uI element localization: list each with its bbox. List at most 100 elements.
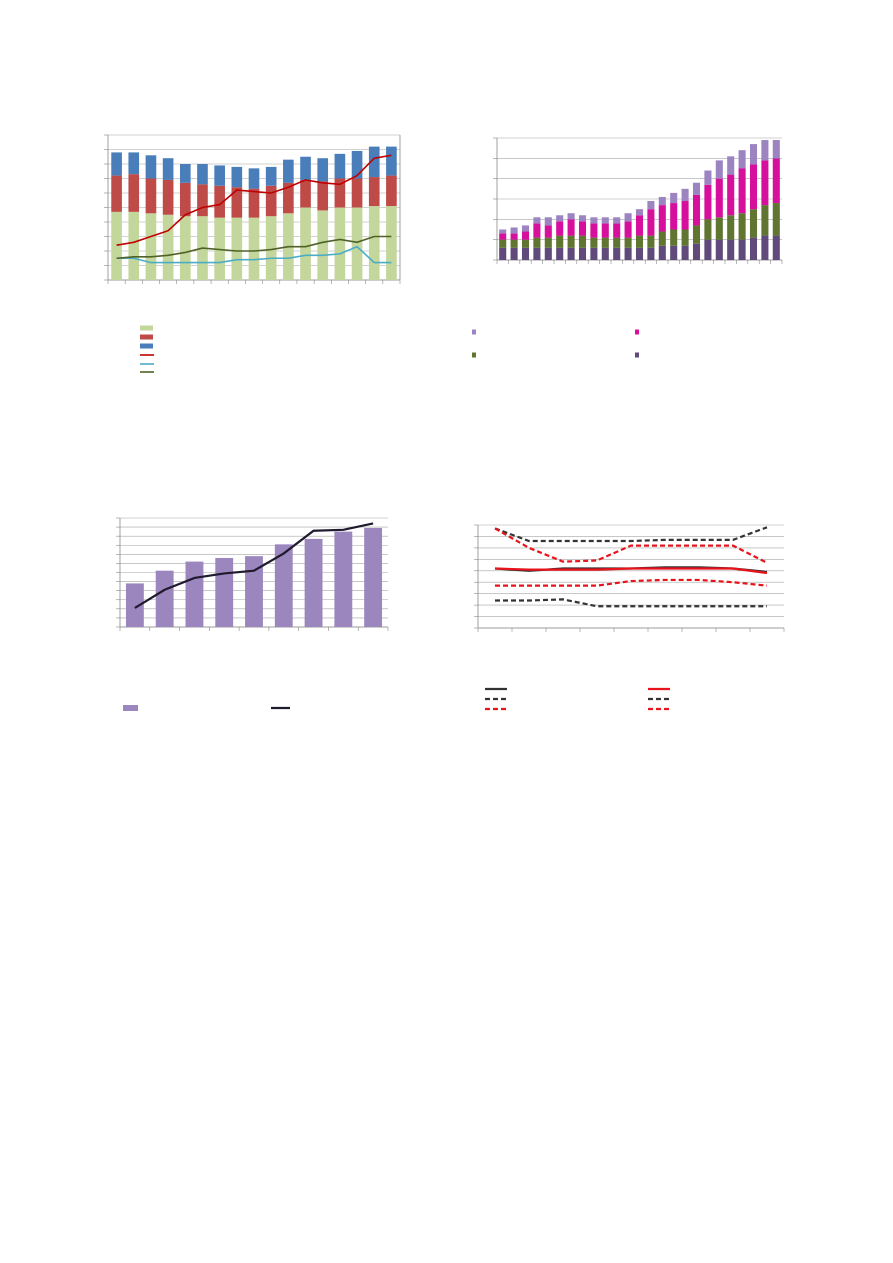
- bar: [162, 158, 174, 180]
- bar: [601, 223, 609, 238]
- bar: [197, 184, 208, 217]
- bar: [567, 213, 575, 220]
- bar: [567, 219, 575, 236]
- bar: [317, 210, 329, 280]
- bar: [670, 192, 678, 204]
- bar: [351, 178, 363, 208]
- legend-swatch: [140, 343, 153, 349]
- bar: [351, 150, 363, 179]
- bar: [245, 556, 263, 627]
- bar: [635, 215, 644, 236]
- legend-swatch: [140, 334, 153, 340]
- bar: [499, 239, 507, 248]
- bar: [556, 235, 564, 248]
- bar: [334, 207, 346, 280]
- bar: [510, 239, 518, 248]
- bar: [578, 247, 587, 260]
- bar: [635, 247, 644, 260]
- bar: [111, 211, 122, 280]
- bar: [590, 247, 598, 260]
- bar: [692, 243, 701, 260]
- bar: [772, 158, 780, 204]
- bar: [179, 216, 191, 280]
- bar: [715, 160, 723, 179]
- bar: [567, 247, 575, 260]
- bar: [533, 247, 541, 260]
- bar: [179, 164, 191, 183]
- bar: [590, 217, 598, 224]
- line: [494, 567, 768, 575]
- bar: [715, 178, 723, 218]
- bar: [601, 247, 609, 260]
- bar: [544, 247, 552, 260]
- bar: [647, 201, 655, 210]
- bar: [351, 207, 363, 280]
- bar: [544, 237, 552, 248]
- bar: [761, 235, 769, 260]
- bar: [162, 179, 174, 215]
- bar: [578, 215, 587, 222]
- bar: [658, 231, 666, 246]
- legend-swatch: [472, 352, 476, 358]
- bar: [738, 168, 746, 214]
- bar: [704, 239, 712, 260]
- bar: [772, 140, 780, 159]
- bar: [738, 239, 746, 260]
- bar: [533, 237, 541, 248]
- bar: [749, 209, 758, 238]
- bar: [727, 174, 735, 216]
- legend-swatch: [472, 329, 476, 335]
- line: [116, 245, 392, 264]
- bar: [681, 245, 689, 260]
- bar: [590, 237, 598, 248]
- bar: [510, 233, 518, 240]
- bar: [556, 221, 564, 236]
- bar: [704, 219, 712, 240]
- bar: [128, 174, 140, 212]
- bar: [624, 247, 632, 260]
- bar: [231, 187, 243, 218]
- bar: [761, 160, 769, 206]
- bar: [283, 159, 294, 183]
- bar: [544, 217, 552, 226]
- bar: [510, 227, 518, 234]
- bar: [215, 557, 234, 627]
- bar: [670, 245, 678, 260]
- line: [495, 578, 768, 587]
- bar: [265, 216, 277, 280]
- bar: [317, 158, 329, 182]
- bar: [556, 215, 564, 222]
- bar: [499, 247, 507, 260]
- bar: [265, 185, 277, 217]
- bar: [635, 235, 644, 248]
- bar: [145, 155, 157, 179]
- bar: [179, 182, 191, 217]
- bar: [521, 247, 530, 260]
- bar: [613, 217, 621, 224]
- bar: [300, 156, 311, 180]
- bar: [761, 205, 769, 236]
- bar: [624, 237, 632, 248]
- bar: [386, 175, 397, 207]
- bar: [185, 561, 204, 627]
- bar: [510, 247, 518, 260]
- bar: [647, 235, 655, 248]
- bar: [155, 570, 174, 627]
- bar: [601, 237, 609, 248]
- bar: [214, 165, 225, 186]
- bar: [715, 217, 723, 240]
- bar: [670, 203, 678, 230]
- bar: [128, 152, 140, 175]
- bar: [533, 223, 541, 238]
- bar: [590, 223, 598, 238]
- bar: [727, 215, 735, 240]
- bar: [727, 156, 735, 175]
- bar: [499, 229, 507, 234]
- bar: [692, 182, 701, 195]
- bar: [283, 182, 294, 214]
- bar: [613, 223, 621, 238]
- bar: [521, 239, 530, 248]
- bar: [772, 203, 780, 236]
- bar: [715, 239, 723, 260]
- bar: [317, 181, 329, 211]
